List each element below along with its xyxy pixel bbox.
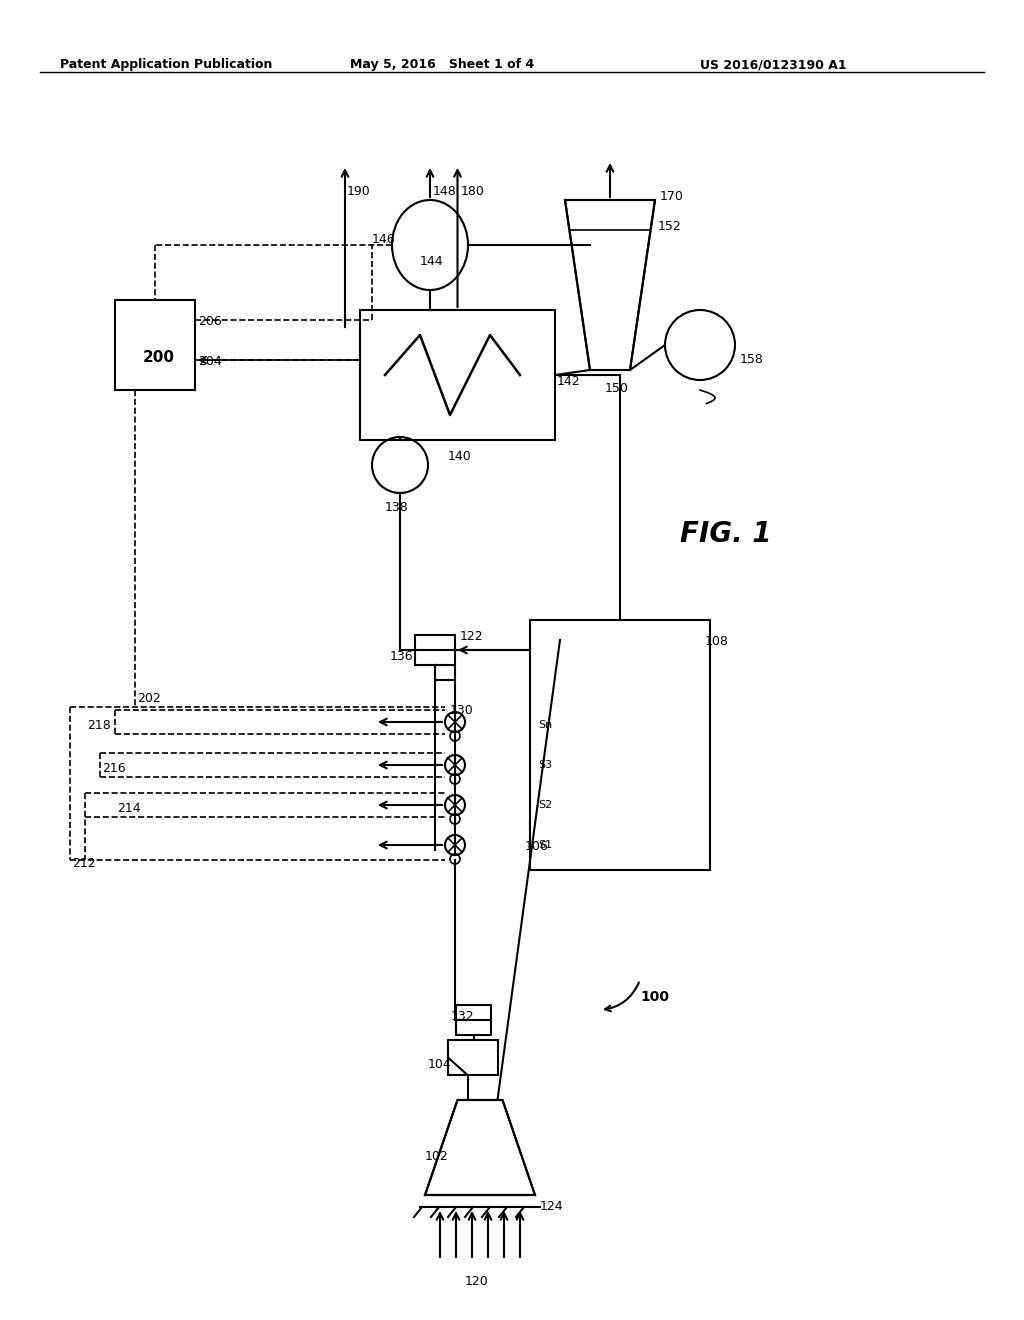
Text: Patent Application Publication: Patent Application Publication (60, 58, 272, 71)
Text: 216: 216 (102, 762, 126, 775)
Polygon shape (425, 1100, 535, 1195)
Text: 200: 200 (143, 350, 175, 366)
Text: 218: 218 (87, 719, 111, 733)
Text: 120: 120 (465, 1275, 488, 1288)
Bar (456, 1005, 490, 1035)
Text: S2: S2 (538, 800, 552, 810)
Text: 180: 180 (461, 185, 484, 198)
Text: 148: 148 (433, 185, 457, 198)
Text: 152: 152 (658, 220, 682, 234)
Text: 108: 108 (705, 635, 729, 648)
Text: S3: S3 (538, 760, 552, 770)
Text: 104: 104 (428, 1059, 452, 1071)
Text: 202: 202 (137, 692, 161, 705)
Text: 100: 100 (640, 990, 669, 1005)
Text: 130: 130 (450, 704, 474, 717)
Text: 190: 190 (347, 185, 371, 198)
Text: May 5, 2016   Sheet 1 of 4: May 5, 2016 Sheet 1 of 4 (350, 58, 535, 71)
Text: 206: 206 (198, 315, 222, 327)
Bar (115, 300, 195, 389)
Text: FIG. 1: FIG. 1 (680, 520, 771, 548)
Text: 214: 214 (117, 803, 140, 814)
Text: 124: 124 (540, 1200, 563, 1213)
Text: S1: S1 (538, 840, 552, 850)
Text: 132: 132 (451, 1010, 475, 1023)
Text: 204: 204 (198, 355, 222, 368)
Text: 212: 212 (72, 857, 95, 870)
Text: 140: 140 (447, 450, 471, 463)
Text: 102: 102 (425, 1150, 449, 1163)
Text: 122: 122 (460, 630, 483, 643)
Bar (360, 310, 555, 440)
Bar (449, 1040, 498, 1074)
Bar (415, 635, 455, 665)
Text: 144: 144 (420, 255, 443, 268)
Text: 136: 136 (390, 649, 414, 663)
Text: 146: 146 (372, 234, 395, 246)
Text: 150: 150 (605, 381, 629, 395)
Text: US 2016/0123190 A1: US 2016/0123190 A1 (700, 58, 847, 71)
Text: 170: 170 (660, 190, 684, 203)
Polygon shape (565, 201, 655, 370)
Text: 138: 138 (385, 502, 409, 513)
Text: 106: 106 (525, 840, 549, 853)
Text: 142: 142 (557, 375, 581, 388)
Bar (530, 620, 710, 870)
Text: 158: 158 (740, 352, 764, 366)
Text: Sn: Sn (538, 719, 552, 730)
